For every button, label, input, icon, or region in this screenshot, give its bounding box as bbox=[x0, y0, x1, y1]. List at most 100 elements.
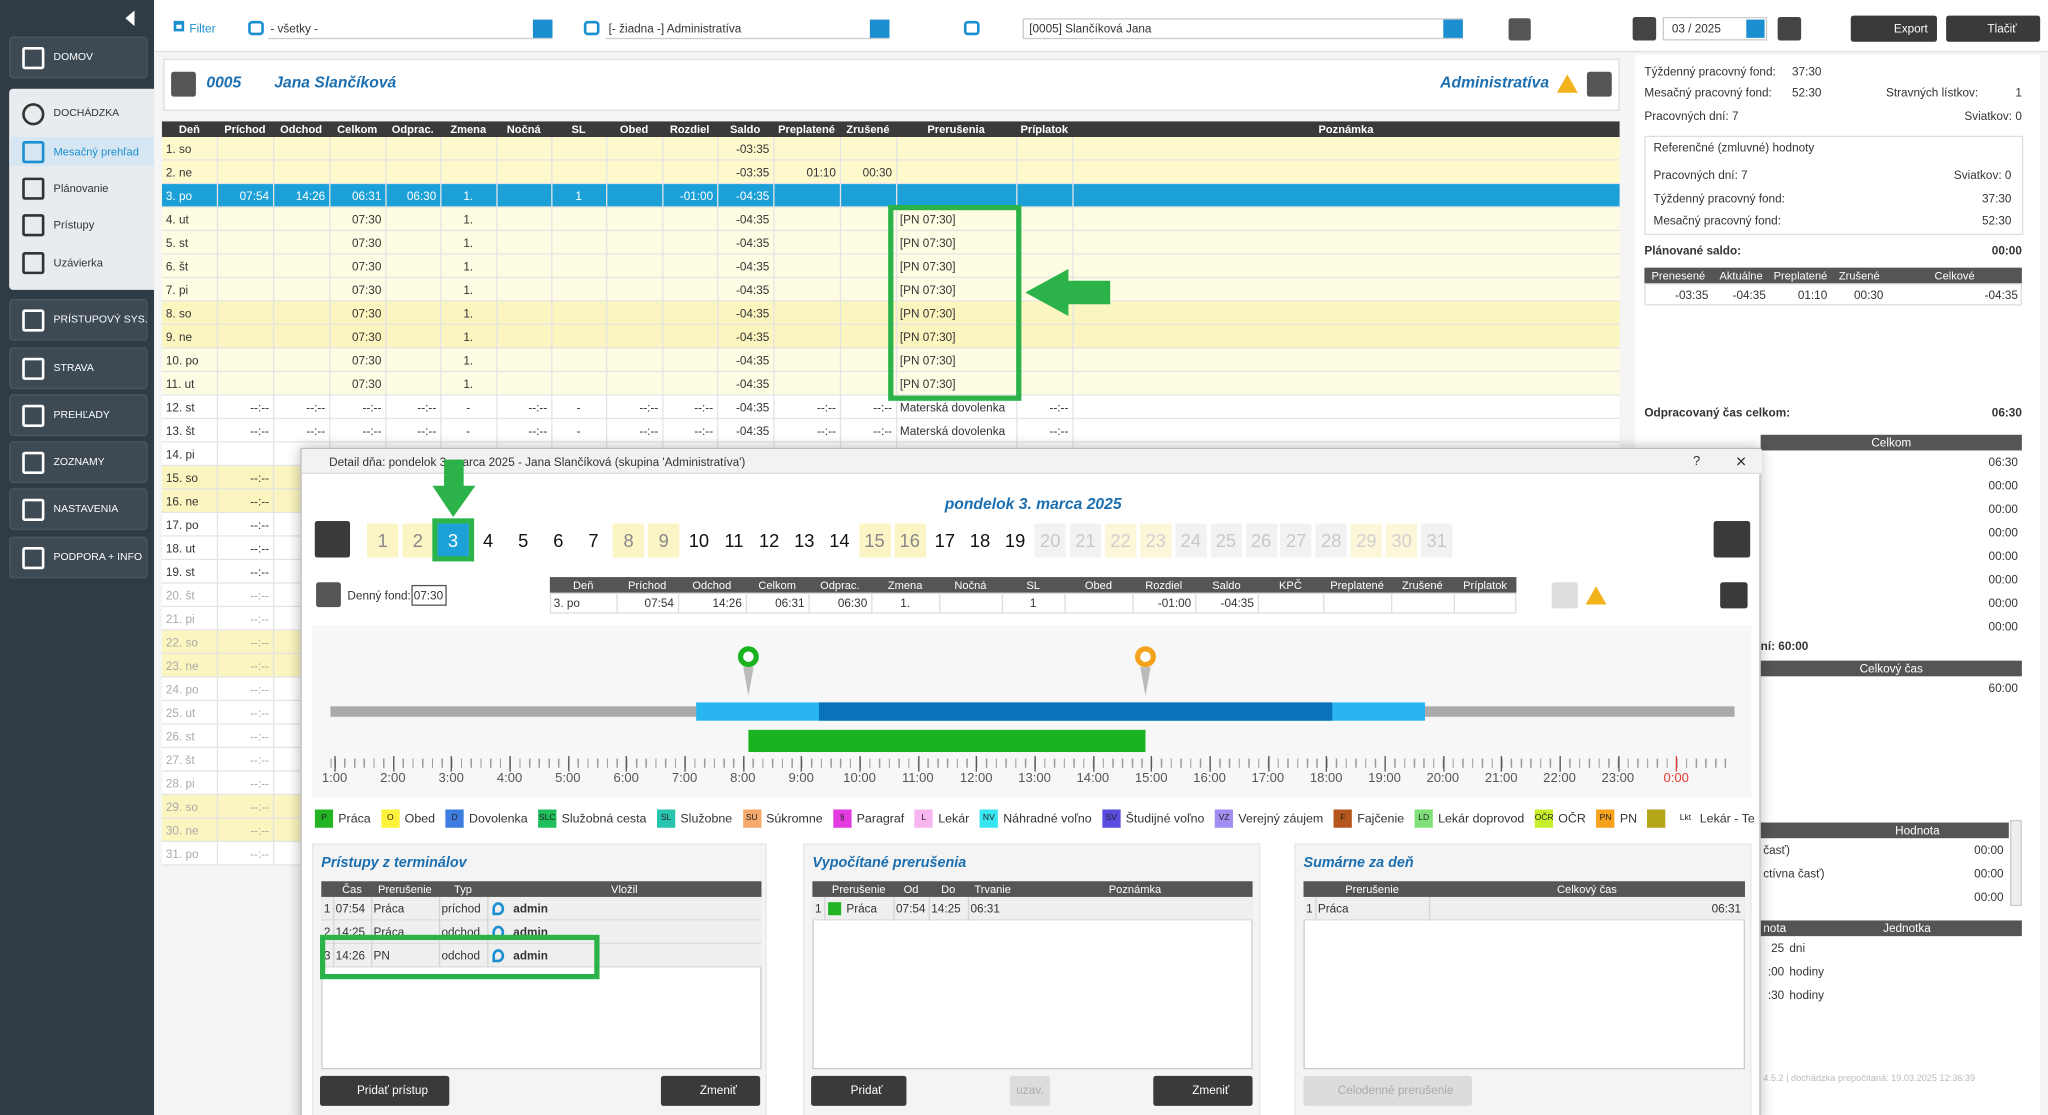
table-cell: 1 bbox=[814, 902, 822, 916]
cell-border bbox=[440, 395, 442, 420]
cell-border bbox=[272, 372, 275, 396]
cell-border bbox=[216, 795, 219, 819]
day-button[interactable] bbox=[472, 523, 504, 558]
cell-border bbox=[1072, 231, 1074, 255]
day-button[interactable] bbox=[718, 523, 750, 558]
cell-border bbox=[839, 278, 842, 302]
cell-border bbox=[1323, 592, 1325, 614]
cell-border bbox=[895, 395, 898, 420]
day-button[interactable] bbox=[1315, 523, 1347, 558]
table-cell: -04:35 bbox=[735, 400, 770, 414]
day-button[interactable] bbox=[964, 523, 996, 558]
button[interactable] bbox=[660, 1075, 761, 1106]
day-button[interactable] bbox=[753, 523, 785, 558]
table-cell: --:-- bbox=[250, 776, 270, 790]
button[interactable] bbox=[811, 1075, 907, 1106]
print-button[interactable] bbox=[1946, 15, 2041, 42]
day-button[interactable] bbox=[1069, 523, 1102, 558]
button[interactable] bbox=[1153, 1075, 1253, 1106]
tick-label: 3:00 bbox=[438, 771, 464, 786]
cell-border bbox=[216, 607, 219, 631]
table-cell: 1 bbox=[323, 902, 331, 916]
cell-border bbox=[216, 278, 219, 302]
cell-border bbox=[662, 278, 664, 302]
table-cell: 14:26 bbox=[335, 949, 366, 963]
day-button[interactable] bbox=[894, 523, 926, 558]
menu-button bbox=[9, 488, 148, 531]
day-button[interactable] bbox=[1139, 523, 1172, 558]
cell-border bbox=[745, 592, 748, 614]
cell-border bbox=[1453, 592, 1456, 614]
day-button[interactable] bbox=[612, 523, 645, 558]
legend-label: Fajčenie bbox=[1357, 811, 1405, 826]
cell-border bbox=[440, 372, 442, 396]
cell-border bbox=[440, 137, 442, 161]
dropdown-button bbox=[1443, 19, 1463, 38]
export-button[interactable] bbox=[1850, 15, 1937, 42]
day-button[interactable] bbox=[1104, 523, 1137, 558]
cell-border bbox=[939, 592, 941, 614]
day-button[interactable] bbox=[823, 523, 856, 558]
summary-text: Týždenný pracovný fond: bbox=[1644, 65, 1776, 79]
table-cell: 3. po bbox=[165, 189, 193, 203]
table-cell: --:-- bbox=[528, 400, 548, 414]
table-cell: 2. ne bbox=[165, 165, 193, 179]
day-button[interactable] bbox=[367, 523, 399, 558]
day-button[interactable] bbox=[929, 523, 961, 558]
cell-border bbox=[487, 943, 489, 968]
day-button[interactable] bbox=[1280, 523, 1312, 558]
day-button[interactable] bbox=[999, 523, 1031, 558]
legend-swatch: VZ bbox=[1214, 809, 1234, 828]
day-button[interactable] bbox=[1421, 523, 1453, 558]
table-header bbox=[161, 121, 1620, 138]
day-button[interactable] bbox=[542, 523, 575, 558]
cell-border bbox=[551, 301, 553, 326]
day-button[interactable] bbox=[1385, 523, 1418, 558]
column-header: KPČ bbox=[1279, 578, 1302, 592]
table-cell: 3 bbox=[323, 949, 331, 963]
cell-border bbox=[216, 771, 219, 796]
tick-label: 12:00 bbox=[959, 771, 993, 786]
day-button[interactable] bbox=[577, 523, 610, 558]
button[interactable] bbox=[319, 1075, 450, 1106]
day-number: 12 bbox=[758, 530, 780, 551]
table-cell: - bbox=[576, 424, 581, 438]
tick-label: 13:00 bbox=[1018, 771, 1051, 786]
day-button[interactable] bbox=[683, 523, 715, 558]
prev-day[interactable] bbox=[314, 520, 351, 558]
cell-border bbox=[329, 254, 331, 279]
day-button[interactable] bbox=[507, 523, 539, 558]
table-cell: --:-- bbox=[417, 424, 437, 438]
cell-border bbox=[385, 395, 387, 420]
day-button[interactable] bbox=[1175, 523, 1207, 558]
tick-mark bbox=[1501, 755, 1503, 772]
cell-border bbox=[329, 325, 331, 349]
next-day[interactable] bbox=[1713, 520, 1751, 558]
day-button[interactable] bbox=[858, 523, 891, 558]
day-button[interactable] bbox=[1245, 523, 1277, 558]
cell-border bbox=[385, 207, 387, 232]
summary-text: Mesačný pracovný fond: bbox=[1653, 214, 1781, 228]
cell-border bbox=[1016, 207, 1018, 232]
pin-icon bbox=[492, 949, 505, 963]
tick-label: 6:00 bbox=[613, 771, 639, 786]
day-button[interactable] bbox=[788, 523, 820, 558]
legend-swatch: SLC bbox=[538, 809, 557, 828]
day-button[interactable] bbox=[1350, 523, 1383, 558]
cell-border bbox=[677, 592, 680, 614]
day-button[interactable] bbox=[402, 523, 434, 558]
day-button[interactable] bbox=[1034, 523, 1066, 558]
day-button[interactable] bbox=[1210, 523, 1242, 558]
cell-border bbox=[606, 419, 608, 443]
table-cell: 1 bbox=[1029, 596, 1037, 610]
footer: 4.5.2 | dochádzka prepočítaná: 19.03.202… bbox=[1763, 1074, 1976, 1084]
cell-border bbox=[440, 348, 442, 373]
cell-border bbox=[440, 278, 442, 302]
cell-border bbox=[717, 301, 719, 326]
cell-border bbox=[438, 943, 441, 968]
table-row bbox=[161, 419, 1620, 443]
close-button[interactable]: × bbox=[1735, 450, 1747, 472]
day-button[interactable] bbox=[648, 523, 680, 558]
day-button[interactable] bbox=[437, 523, 469, 558]
cell-border bbox=[662, 372, 664, 396]
